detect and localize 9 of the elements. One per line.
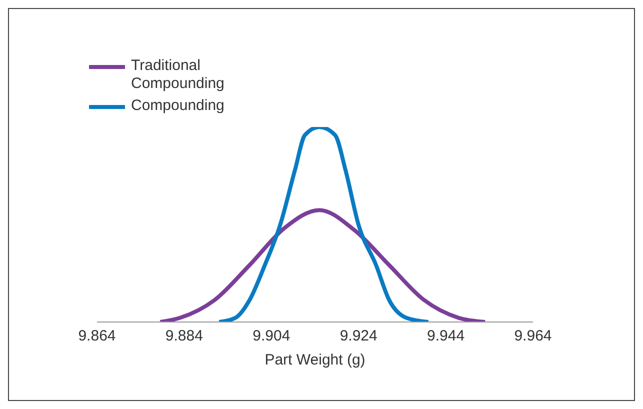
legend-label: Compounding <box>131 97 226 115</box>
x-tick-label: 9.864 <box>78 328 116 345</box>
x-tick-label: 9.924 <box>340 328 378 345</box>
x-axis-title: Part Weight (g) <box>264 352 366 369</box>
x-tick-label: 9.964 <box>514 328 552 345</box>
x-tick-label: 9.904 <box>252 328 290 345</box>
x-tick-label: 9.884 <box>165 328 203 345</box>
x-tick-label: 9.944 <box>427 328 465 345</box>
legend-label: Traditional Compounding <box>131 57 226 93</box>
